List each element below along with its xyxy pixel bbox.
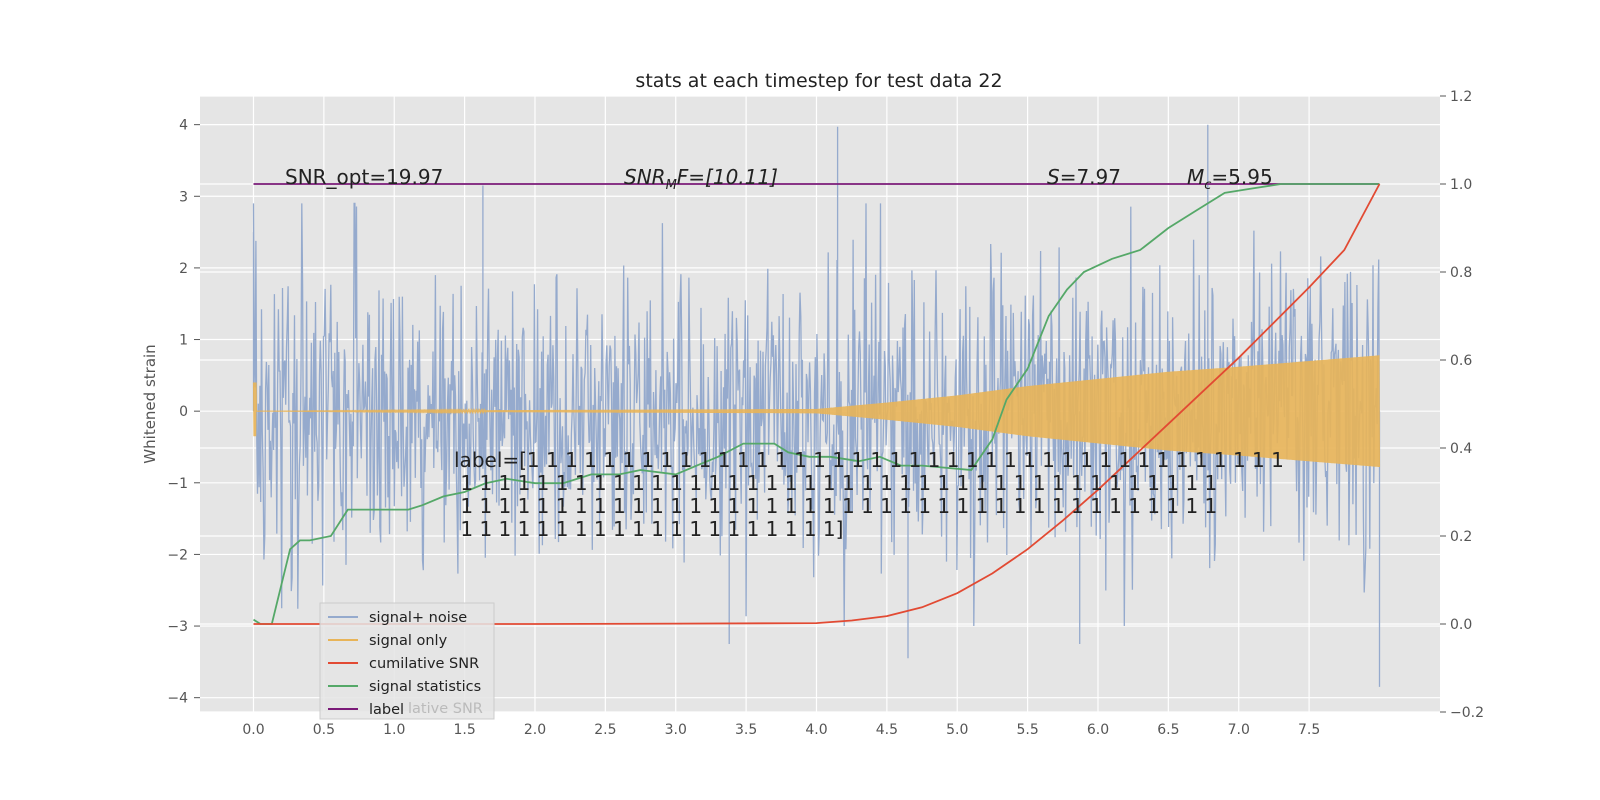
y-right-tick-label: 0.0 (1450, 617, 1472, 633)
series-signal-only (252, 355, 1381, 468)
x-tick-label: 6.0 (1087, 722, 1109, 738)
annotation-s: S=7.97 (1047, 165, 1121, 189)
y-right-tick-label: 1.2 (1450, 89, 1472, 105)
x-tick-label: 2.5 (594, 722, 616, 738)
y-right-tick-label: 0.8 (1450, 265, 1472, 281)
annotation-label-line-3: 1 1 1 1 1 1 1 1 1 1 1 1 1 1 1 1 1 1 1 1 … (454, 494, 1217, 518)
y-right-tick-label: 1.0 (1450, 177, 1472, 193)
series-lines (253, 183, 1381, 625)
x-tick-label: 1.5 (453, 722, 475, 738)
annotation-mc: Mc=5.95 (1187, 165, 1273, 193)
y-right-tick-label: 0.6 (1450, 353, 1472, 369)
legend-label-cumulative-snr: cumilative SNR (369, 656, 479, 672)
annotation-mc-symbol: M (1187, 165, 1204, 189)
legend-label-signal-noise: signal+ noise (369, 610, 467, 626)
annotation-mc-value: =5.95 (1211, 165, 1272, 189)
y-tick-label: −3 (167, 619, 188, 635)
legend-label-signal-statistics: signal statistics (369, 679, 481, 695)
y-tick-label: 1 (179, 333, 188, 349)
x-tick-label: 2.0 (524, 722, 546, 738)
y-right-tick-label: −0.2 (1450, 705, 1484, 721)
y-tick-label: 4 (179, 118, 188, 134)
x-tick-label: 4.0 (805, 722, 827, 738)
series-signal-statistics-line (253, 183, 1380, 625)
y-tick-label: 2 (179, 261, 188, 277)
y-right-tick-label: 0.4 (1450, 441, 1472, 457)
legend: lative SNR signal+ noise signal only cum… (319, 602, 495, 720)
annotation-label-line-4: 1 1 1 1 1 1 1 1 1 1 1 1 1 1 1 1 1 1 1 1] (454, 517, 843, 541)
annotation-snr-mf-subscript: M (666, 178, 677, 193)
series-signal-only-line (252, 355, 1381, 468)
y-tick-label: −2 (167, 547, 188, 563)
x-tick-label: 6.5 (1157, 722, 1179, 738)
y-tick-label: 0 (179, 404, 188, 420)
x-tick-label: 0.0 (242, 722, 264, 738)
series-signal-noise (252, 124, 1381, 687)
x-tick-label: 5.0 (946, 722, 968, 738)
legend-box (319, 602, 495, 720)
x-tick-label: 0.5 (313, 722, 335, 738)
x-tick-label: 1.0 (383, 722, 405, 738)
x-tick-label: 3.0 (665, 722, 687, 738)
legend-label-signal-only: signal only (369, 633, 448, 649)
annotation-snr-opt: SNR_opt=19.97 (285, 165, 443, 189)
axes: 0.0 0.5 1.0 1.5 2.0 2.5 3.0 3.5 4.0 4.5 5.0 5.5 6.0 6… (167, 89, 1484, 738)
x-tick-label: 4.5 (876, 722, 898, 738)
annotation-snr-mf-symbol: SNR (624, 165, 666, 189)
y-right-tick-label: 0.2 (1450, 529, 1472, 545)
y-tick-label: −1 (167, 476, 188, 492)
y-tick-label: −4 (167, 691, 188, 707)
x-tick-label: 7.5 (1298, 722, 1320, 738)
annotation-snr-mf-value: F=[10.11] (677, 165, 778, 189)
legend-ghost-text: lative SNR (408, 701, 483, 717)
annotation-snr-mf: SNRMF=[10.11] (624, 165, 778, 193)
annotation-s-symbol: S (1047, 165, 1060, 189)
chart-title: stats at each timestep for test data 22 (635, 70, 1002, 92)
y-axis-label: Whitened strain (141, 344, 159, 463)
x-tick-label: 5.5 (1016, 722, 1038, 738)
annotation-label-line-1: label=[1 1 1 1 1 1 1 1 1 1 1 1 1 1 1 1 1… (454, 448, 1284, 472)
x-tick-label: 3.5 (735, 722, 757, 738)
annotation-label-line-2: 1 1 1 1 1 1 1 1 1 1 1 1 1 1 1 1 1 1 1 1 … (454, 471, 1217, 495)
x-tick-label: 7.0 (1228, 722, 1250, 738)
annotation-mc-subscript: c (1204, 178, 1211, 193)
series-signal-noise-line (252, 124, 1381, 687)
legend-label-label: label (369, 702, 404, 718)
y-tick-label: 3 (179, 189, 188, 205)
annotation-s-value: =7.97 (1060, 165, 1121, 189)
series-cumulative-snr-line (253, 183, 1381, 625)
